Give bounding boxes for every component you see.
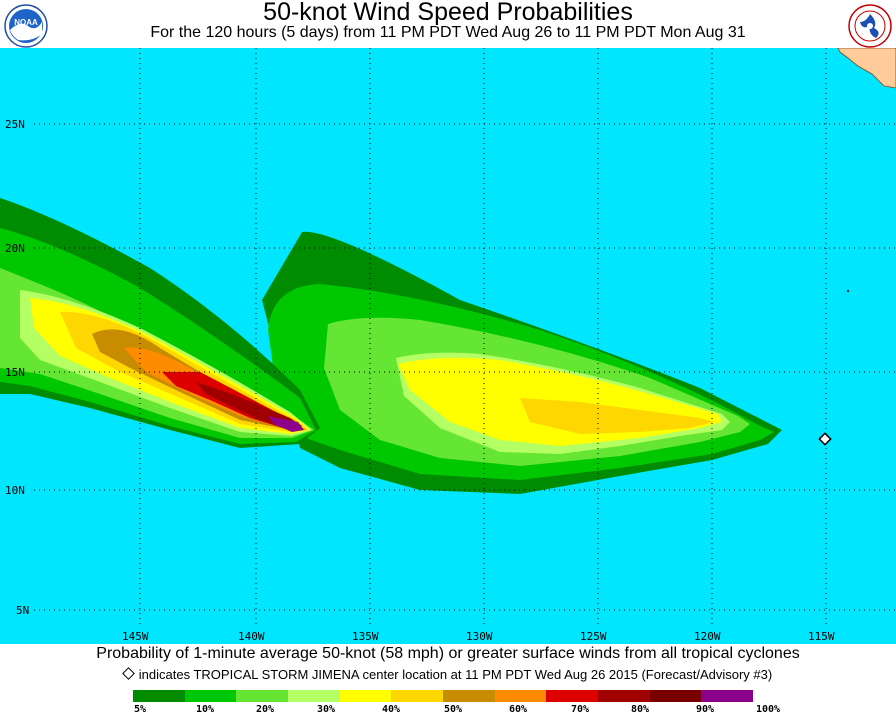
legend-label: 80% [630,704,650,715]
map-title: 50-knot Wind Speed Probabilities [263,0,633,26]
legend-label: 90% [695,704,715,715]
legend-swatch [546,690,599,702]
legend-swatch [236,690,289,702]
storm-center-diamond-icon [818,432,832,446]
lon-label-145w: 145W [122,630,149,643]
legend-swatch [649,690,702,702]
legend-swatch [339,690,392,702]
lon-label-115w: 115W [808,630,835,643]
legend-label: 70% [570,704,590,715]
lon-label-135w: 135W [352,630,379,643]
legend-swatch [133,690,185,702]
lat-label-15n: 15N [5,366,25,379]
legend-swatch [391,690,444,702]
east-probability-swath [262,231,782,494]
legend-label: 60% [508,704,528,715]
diamond-icon [121,667,135,680]
map-subtitle: For the 120 hours (5 days) from 11 PM PD… [150,24,746,41]
lat-label-5n: 5N [16,604,29,617]
legend-label: 10% [195,704,215,715]
legend-label: 5% [133,704,147,715]
legend-swatch [598,690,650,702]
legend-label: 50% [443,704,463,715]
lat-label-20n: 20N [5,242,25,255]
noaa-logo-text: NOAA [14,18,38,27]
small-island [846,289,850,293]
legend-swatch [494,690,547,702]
lat-label-10n: 10N [5,484,25,497]
legend-label: 30% [316,704,336,715]
legend-swatch [288,690,340,702]
footer: Probability of 1-minute average 50-knot … [0,644,896,716]
west-probability-swath [0,198,320,448]
lon-label-140w: 140W [238,630,265,643]
noaa-logo-icon: NOAA [4,4,48,48]
legend-label: 100% [755,704,781,715]
lat-label-25n: 25N [5,118,25,131]
legend-label: 20% [255,704,275,715]
center-location-text: indicates TROPICAL STORM JIMENA center l… [138,667,773,682]
legend-label: 40% [381,704,401,715]
lon-label-130w: 130W [466,630,493,643]
color-legend [133,690,754,702]
nws-logo-icon [848,4,892,48]
probability-map: 25N 20N 15N 10N 5N 145W 140W 135W 130W 1… [0,48,896,644]
coastline-land [837,48,896,89]
header: 50-knot Wind Speed Probabilities For the… [0,0,896,48]
lon-label-120w: 120W [694,630,721,643]
lon-label-125w: 125W [580,630,607,643]
legend-swatch [184,690,237,702]
legend-labels: 5% 10% 20% 30% 40% 50% 60% 70% 80% 90% 100% [0,704,896,716]
probability-description: Probability of 1-minute average 50-knot … [96,645,800,662]
legend-swatch [443,690,495,702]
legend-swatch [701,690,754,702]
center-location-note: indicates TROPICAL STORM JIMENA center l… [0,667,896,683]
